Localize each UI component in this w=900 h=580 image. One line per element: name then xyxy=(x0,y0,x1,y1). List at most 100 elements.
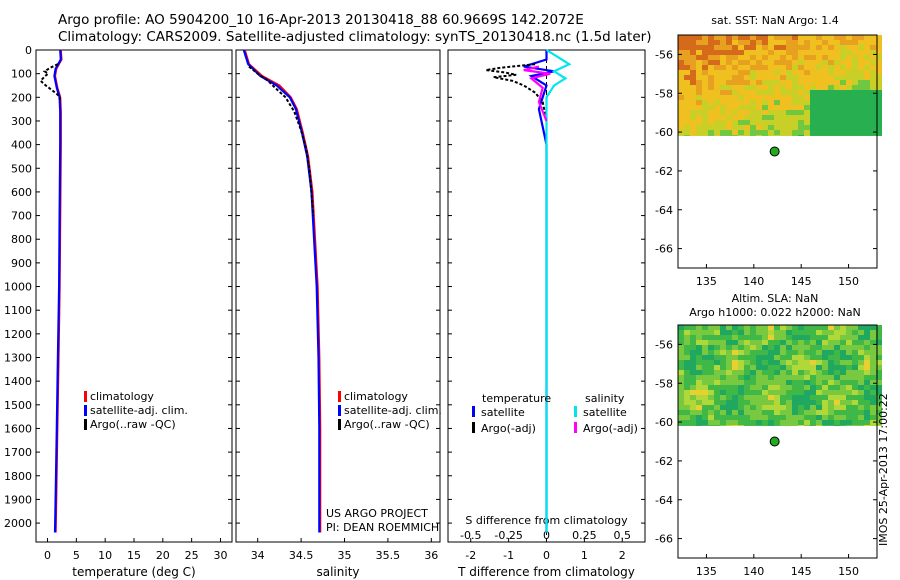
sla_map-cell xyxy=(852,395,858,400)
sst_map-cell xyxy=(822,120,828,125)
sla_map-cell xyxy=(696,375,702,380)
sst_map-xtick-label: 150 xyxy=(838,275,859,288)
sla_map-cell xyxy=(798,335,804,340)
sla_map-cell xyxy=(774,365,780,370)
sst_map-cell xyxy=(696,40,702,45)
sla_map-cell xyxy=(702,360,708,365)
sst_map-cell xyxy=(720,55,726,60)
sst_map-cell xyxy=(678,100,684,105)
sst_map-ytick-label: -62 xyxy=(655,165,673,178)
sla_map-cell xyxy=(876,385,882,390)
sla_map-cell xyxy=(690,340,696,345)
sla_map-cell xyxy=(714,410,720,415)
sst_map-cell xyxy=(870,90,876,95)
sla_map-cell xyxy=(804,425,810,426)
sst_map-cell xyxy=(678,55,684,60)
sla_map-cell xyxy=(864,380,870,385)
sla_map-cell xyxy=(864,390,870,395)
sst_map-cell xyxy=(876,35,882,40)
sst_map-cell xyxy=(732,65,738,70)
sst_map-cell xyxy=(678,120,684,125)
sla_map-cell xyxy=(870,380,876,385)
sst_map-cell xyxy=(696,120,702,125)
sla_map-cell xyxy=(780,335,786,340)
sst_map-cell xyxy=(816,100,822,105)
sst_map-cell xyxy=(732,105,738,110)
sla_map-cell xyxy=(738,425,744,426)
sst_map-cell xyxy=(762,120,768,125)
sla_map-cell xyxy=(846,340,852,345)
sla_map-cell xyxy=(870,425,876,426)
sst_map-cell xyxy=(684,50,690,55)
sla_map-ytick-label: -64 xyxy=(655,494,673,507)
sst_map-cell xyxy=(816,40,822,45)
sst_map-cell xyxy=(840,100,846,105)
salinity-xtick-label: 36 xyxy=(424,549,438,562)
sla_map-cell xyxy=(840,370,846,375)
sla_map-cell xyxy=(822,370,828,375)
sst_map-cell xyxy=(756,65,762,70)
sst_map-cell xyxy=(798,110,804,115)
sla_map-cell xyxy=(720,390,726,395)
sst_map-cell xyxy=(744,100,750,105)
sst_map-cell xyxy=(684,45,690,50)
sla_map-cell xyxy=(834,345,840,350)
sst_map-cell xyxy=(756,80,762,85)
sst_map-cell xyxy=(780,125,786,130)
sst_map-cell xyxy=(702,35,708,40)
temperature-xlabel: temperature (deg C) xyxy=(72,565,195,579)
sla_map-cell xyxy=(816,390,822,395)
sla_map-cell xyxy=(804,420,810,425)
sst_map-cell xyxy=(696,135,702,136)
sst_map-cell xyxy=(690,85,696,90)
sla_map-cell xyxy=(858,425,864,426)
sst_map-cell xyxy=(834,75,840,80)
sla_map-cell xyxy=(810,425,816,426)
sst_map-cell xyxy=(828,120,834,125)
sla_map-cell xyxy=(852,335,858,340)
sst_map-cell xyxy=(678,105,684,110)
sla_map-cell xyxy=(726,345,732,350)
sst_map-cell xyxy=(732,120,738,125)
sst_map-cell xyxy=(780,105,786,110)
sst_map-cell xyxy=(714,40,720,45)
sst_map-cell xyxy=(864,135,870,136)
sst_map-cell xyxy=(846,100,852,105)
sla_map-cell xyxy=(714,380,720,385)
sst_map-cell xyxy=(864,35,870,40)
sla_map-cell xyxy=(762,400,768,405)
sst_map-cell xyxy=(822,100,828,105)
sst_map-cell xyxy=(858,95,864,100)
sla_map-cell xyxy=(870,385,876,390)
sla_map-cell xyxy=(750,385,756,390)
sst_map-cell xyxy=(864,65,870,70)
sla_map-cell xyxy=(846,375,852,380)
sla_map-cell xyxy=(714,350,720,355)
sst_map-cell xyxy=(816,110,822,115)
sla_map-cell xyxy=(720,370,726,375)
sst_map-cell xyxy=(810,90,816,95)
sla_map-cell xyxy=(738,375,744,380)
sst_map-cell xyxy=(684,60,690,65)
sla_map-cell xyxy=(810,360,816,365)
depth-tick-label: 1800 xyxy=(4,470,32,483)
sst_map-cell xyxy=(798,90,804,95)
sla_map-cell xyxy=(702,380,708,385)
sla_map-cell xyxy=(678,405,684,410)
sla_map-cell xyxy=(726,325,732,330)
sla_map-cell xyxy=(804,410,810,415)
sla_map-xtick-label: 135 xyxy=(696,565,717,578)
sst_map-cell xyxy=(858,70,864,75)
sst_map-cell xyxy=(852,40,858,45)
sst_map-cell xyxy=(750,45,756,50)
sla_map-cell xyxy=(786,425,792,426)
sst_map-cell xyxy=(870,80,876,85)
sst_map-cell xyxy=(744,130,750,135)
sst_map-cell xyxy=(852,80,858,85)
sst_map-cell xyxy=(840,60,846,65)
sla_map-cell xyxy=(792,345,798,350)
salinity-diff-tick-label: -0.5 xyxy=(460,529,481,542)
sst_map-cell xyxy=(786,120,792,125)
sla_map-cell xyxy=(870,375,876,380)
sla_map-cell xyxy=(804,360,810,365)
